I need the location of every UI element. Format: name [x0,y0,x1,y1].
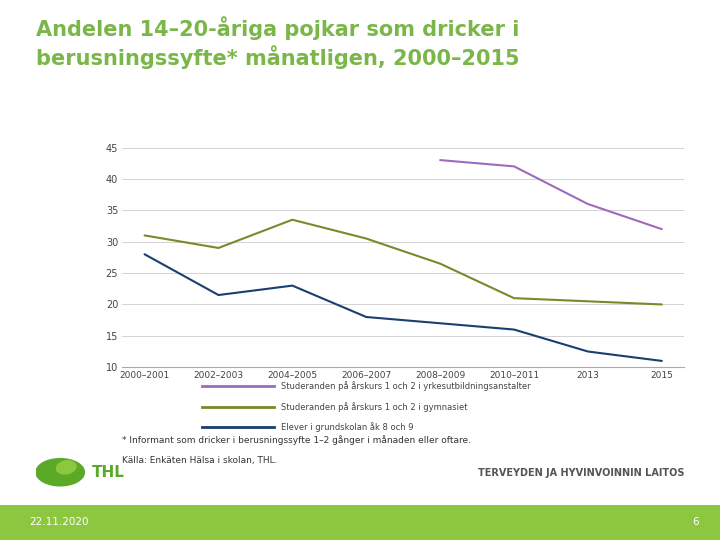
Text: 22.11.2020: 22.11.2020 [29,517,89,528]
Text: Källa: Enkäten Hälsa i skolan, THL.: Källa: Enkäten Hälsa i skolan, THL. [122,456,278,465]
Text: * Informant som dricker i berusningssyfte 1–2 gånger i månaden eller oftare.: * Informant som dricker i berusningssyft… [122,435,472,444]
Text: 6: 6 [692,517,698,528]
Circle shape [36,458,84,486]
Text: Elever i grundskolan åk 8 och 9: Elever i grundskolan åk 8 och 9 [281,422,413,432]
Text: Andelen 14–20-åriga pojkar som dricker i
berusningssyfte* månatligen, 2000–2015: Andelen 14–20-åriga pojkar som dricker i… [36,16,520,69]
Text: Studeranden på årskurs 1 och 2 i gymnasiet: Studeranden på årskurs 1 och 2 i gymnasi… [281,402,467,411]
Text: TERVEYDEN JA HYVINVOINNIN LAITOS: TERVEYDEN JA HYVINVOINNIN LAITOS [477,468,684,477]
Text: Studeranden på årskurs 1 och 2 i yrkesutbildningsanstalter: Studeranden på årskurs 1 och 2 i yrkesut… [281,381,531,391]
Ellipse shape [56,461,76,474]
Text: THL: THL [92,465,125,480]
